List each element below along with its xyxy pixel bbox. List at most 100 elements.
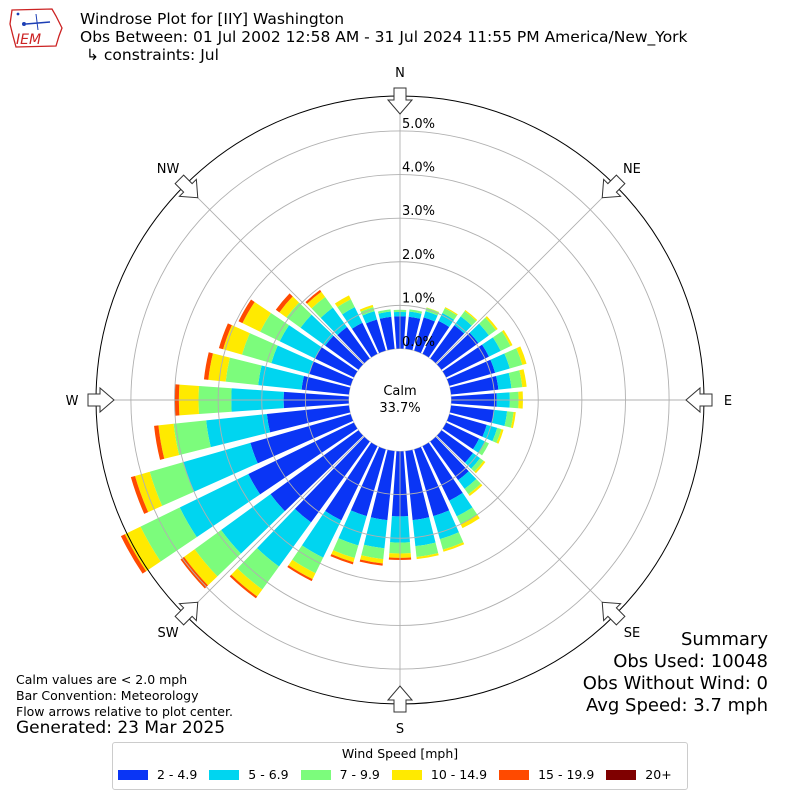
wind-bar-segment bbox=[140, 507, 197, 562]
wind-bar-segment bbox=[504, 348, 523, 369]
wind-bar-segment bbox=[311, 296, 333, 318]
wind-bar-segment bbox=[242, 301, 271, 332]
wind-bar-segment bbox=[456, 507, 478, 525]
summary-obs-used: Obs Used: 10048 bbox=[613, 651, 768, 672]
wind-bar-segment bbox=[231, 568, 263, 597]
wind-bar-segment bbox=[258, 365, 304, 390]
wind-bar-segment bbox=[479, 317, 496, 336]
calm-label: Calm bbox=[383, 384, 416, 399]
wind-bar-segment bbox=[279, 325, 322, 359]
wind-bar-segment bbox=[221, 494, 285, 554]
direction-label: E bbox=[724, 394, 732, 409]
wind-bar-segment bbox=[370, 449, 395, 521]
wind-bar-segment bbox=[225, 357, 262, 386]
legend: Wind Speed [mph] 2 - 4.9 5 - 6.9 7 - 9.9 10… bbox=[112, 742, 688, 790]
wind-bar-segment bbox=[359, 304, 374, 312]
wind-bar-segment bbox=[331, 550, 355, 563]
wind-bar-segment bbox=[229, 574, 258, 599]
wind-bar-segment bbox=[301, 510, 342, 558]
legend-swatch bbox=[300, 769, 331, 780]
wind-bar-segment bbox=[474, 460, 486, 474]
wind-bar-segment bbox=[359, 559, 383, 566]
wind-bar-segment bbox=[442, 542, 465, 552]
wind-bar-segment bbox=[442, 344, 489, 378]
wind-bar-segment bbox=[429, 325, 465, 364]
wind-bar-segment bbox=[208, 353, 230, 382]
legend-swatch bbox=[499, 769, 530, 780]
chart-subtitle: Obs Between: 01 Jul 2002 12:58 AM - 31 J… bbox=[80, 28, 688, 46]
wind-bar-segment bbox=[490, 353, 510, 373]
wind-bar-segment bbox=[436, 429, 474, 463]
wind-bar-segment bbox=[501, 330, 513, 347]
direction-label: NE bbox=[623, 162, 641, 177]
direction-label: SE bbox=[624, 626, 640, 641]
legend-item: 20+ bbox=[606, 767, 672, 782]
chart-constraints: ↳ constraints: Jul bbox=[86, 46, 219, 64]
wind-bar-segment bbox=[468, 483, 483, 496]
wind-bar-segment bbox=[414, 317, 435, 354]
radial-tick-label: 2.0% bbox=[402, 248, 435, 263]
wind-bar-segment bbox=[444, 307, 458, 316]
wind-bar-segment bbox=[337, 326, 371, 364]
direction-labels: N NE E SE S SW W NW bbox=[66, 66, 733, 737]
wind-bar-segment bbox=[449, 405, 495, 423]
wind-bar-segment bbox=[237, 548, 280, 590]
wind-bar-segment bbox=[361, 544, 385, 560]
direction-label: S bbox=[396, 722, 404, 737]
summary-title: Summary bbox=[681, 629, 768, 650]
legend-item: 5 - 6.9 bbox=[209, 767, 289, 782]
wind-bar-segment bbox=[325, 335, 364, 371]
wind-bar-segment bbox=[238, 299, 255, 324]
wind-bar-segment bbox=[504, 411, 514, 428]
wind-bar-segment bbox=[508, 370, 523, 389]
calm-note: Calm values are < 2.0 mph bbox=[16, 672, 188, 687]
chart-title: Windrose Plot for [IIY] Washington bbox=[80, 10, 345, 28]
wind-bar-segment bbox=[183, 442, 258, 492]
wind-bar-segment bbox=[449, 376, 499, 395]
wind-bar-segment bbox=[416, 553, 439, 560]
bars-layer bbox=[120, 289, 527, 599]
wind-bar-segment bbox=[442, 308, 458, 320]
wind-bar-segment bbox=[203, 352, 213, 380]
grid-spoke bbox=[435, 184, 616, 365]
wind-bar-segment bbox=[464, 479, 481, 495]
wind-bar-segment bbox=[446, 414, 487, 437]
wind-bar-segment bbox=[270, 429, 364, 512]
wind-bar-segment bbox=[338, 510, 367, 546]
wind-bar-segment bbox=[496, 372, 512, 390]
wind-bar-segment bbox=[337, 299, 355, 315]
wind-bar-segment bbox=[301, 376, 351, 395]
legend-swatch bbox=[209, 769, 240, 780]
wind-bar-segment bbox=[260, 312, 290, 342]
flow-arrow-icon bbox=[386, 685, 414, 713]
wind-bar-segment bbox=[248, 422, 358, 495]
legend-item: 2 - 4.9 bbox=[118, 767, 197, 782]
wind-bar-segment bbox=[491, 409, 508, 427]
wind-bar-segment bbox=[378, 311, 392, 319]
wind-bar-segment bbox=[279, 296, 299, 318]
wind-bar-segment bbox=[334, 295, 351, 308]
wind-bar-segment bbox=[464, 310, 478, 321]
legend-item: 15 - 19.9 bbox=[499, 767, 594, 782]
wind-bar-segment bbox=[429, 436, 469, 481]
logo-text: IEM bbox=[16, 32, 41, 48]
wind-bar-segment bbox=[439, 532, 464, 550]
wind-bar-segment bbox=[223, 325, 250, 355]
radial-tick-labels: 0.0% 1.0% 2.0% 3.0% 4.0% 5.0% bbox=[402, 117, 435, 350]
wind-bar-segment bbox=[288, 559, 316, 580]
iem-logo: IEM bbox=[9, 8, 63, 48]
wind-bar-segment bbox=[194, 529, 241, 577]
grid-spoke bbox=[435, 435, 616, 616]
flow-arrow-icon bbox=[601, 601, 626, 626]
legend-swatch bbox=[118, 769, 148, 780]
wind-bar-segment bbox=[492, 427, 502, 443]
direction-label: SW bbox=[158, 626, 179, 641]
wind-bar-segment bbox=[271, 345, 314, 374]
wind-bar-segment bbox=[449, 492, 473, 517]
wind-bar-segment bbox=[350, 446, 386, 517]
generated-date: Generated: 23 Mar 2025 bbox=[16, 718, 226, 738]
wind-bar-segment bbox=[287, 565, 313, 582]
legend-swatch bbox=[391, 769, 422, 780]
legend-item: 7 - 9.9 bbox=[300, 767, 380, 782]
wind-bar-segment bbox=[124, 526, 161, 572]
